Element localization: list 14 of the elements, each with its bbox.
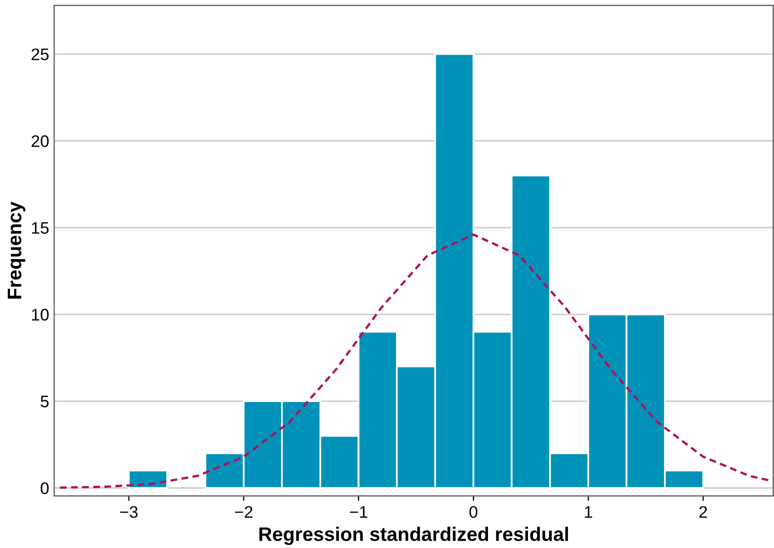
x-tick-label: 1 [584,506,592,518]
y-tick-label: 15 [32,222,49,234]
x-axis-title: Regression standardized residual [259,526,568,545]
y-tick-label: 25 [32,48,49,60]
y-tick-label: 10 [32,308,49,321]
y-tick-label: 0 [40,482,49,494]
y-axis-title: Frequency [8,202,26,299]
x-tick-label: −2 [235,506,252,518]
x-tick-label: −3 [120,506,138,518]
x-tick-label: 0 [469,506,478,518]
x-tick-label: −1 [350,506,368,518]
x-tick-label: 2 [699,506,707,518]
y-tick-label: 5 [40,396,49,408]
y-tick-label: 20 [32,135,49,148]
